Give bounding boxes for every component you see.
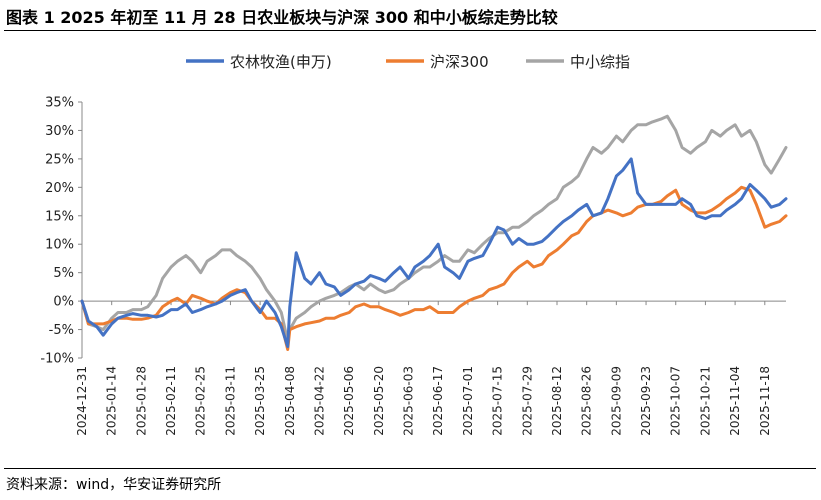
x-tick-label: 2025-06-17 — [431, 366, 445, 436]
x-axis: 2024-12-31 2025-01-14 2025-01-28 2025-02-11… — [75, 300, 786, 436]
y-tick-label: -10% — [40, 352, 74, 367]
legend-label-1: 沪深300 — [430, 53, 489, 71]
series-line-1 — [80, 185, 788, 351]
x-tick-label: 2025-07-01 — [461, 366, 475, 436]
y-tick-label: 25% — [45, 152, 74, 167]
x-tick-label: 2025-08-26 — [580, 366, 594, 436]
y-tick-label: 15% — [45, 209, 74, 224]
x-tick-label: 2025-07-15 — [491, 366, 505, 436]
y-tick-label: 20% — [45, 181, 74, 196]
source-note: 资料来源：wind，华安证券研究所 — [6, 477, 222, 493]
y-tick-label: -5% — [49, 323, 74, 338]
x-tick-label: 2025-03-25 — [253, 366, 267, 436]
line-chart: -10% -5% 0% 5% 10% 15% 20% 25% 30% 35% 2024-12-31… — [40, 53, 788, 436]
x-tick-label: 2025-06-03 — [402, 366, 416, 436]
y-tick-label: 10% — [45, 238, 74, 253]
bottom-rule — [4, 468, 816, 469]
x-tick-label: 2025-10-07 — [669, 366, 683, 436]
y-tick-label: 30% — [45, 124, 74, 139]
y-axis: -10% -5% 0% 5% 10% 15% 20% 25% 30% 35% — [40, 96, 83, 367]
top-rule — [4, 30, 816, 31]
x-tick-label: 2025-02-11 — [164, 366, 178, 436]
series-layer — [80, 114, 788, 351]
y-tick-label: 35% — [45, 96, 74, 111]
x-tick-label: 2025-04-22 — [312, 366, 326, 436]
x-tick-label: 2025-11-04 — [728, 366, 742, 436]
x-tick-label: 2025-01-28 — [134, 366, 148, 436]
x-tick-label: 2025-05-06 — [342, 366, 356, 436]
x-tick-label: 2025-03-11 — [223, 366, 237, 436]
x-tick-label: 2025-10-21 — [698, 366, 712, 436]
x-tick-label: 2025-08-12 — [550, 366, 564, 436]
series-line-0 — [80, 157, 788, 349]
x-tick-label: 2024-12-31 — [75, 366, 89, 436]
x-tick-label: 2025-07-29 — [520, 366, 534, 436]
chart-title: 图表 1 2025 年初至 11 月 28 日农业板块与沪深 300 和中小板综… — [6, 8, 558, 27]
legend-label-2: 中小综指 — [570, 53, 630, 71]
x-tick-label: 2025-09-23 — [639, 366, 653, 436]
x-tick-label: 2025-01-14 — [105, 366, 119, 436]
legend: 农林牧渔(申万) 沪深300 中小综指 — [186, 53, 630, 71]
legend-label-0: 农林牧渔(申万) — [230, 53, 332, 71]
x-tick-label: 2025-04-08 — [283, 366, 297, 436]
x-tick-label: 2025-09-09 — [609, 366, 623, 436]
series-line-2 — [80, 114, 788, 343]
x-tick-label: 2025-05-20 — [372, 366, 386, 436]
y-tick-label: 0% — [53, 295, 74, 310]
x-tick-label: 2025-11-18 — [758, 366, 772, 436]
y-tick-label: 5% — [53, 266, 74, 281]
x-tick-label: 2025-02-25 — [194, 366, 208, 436]
